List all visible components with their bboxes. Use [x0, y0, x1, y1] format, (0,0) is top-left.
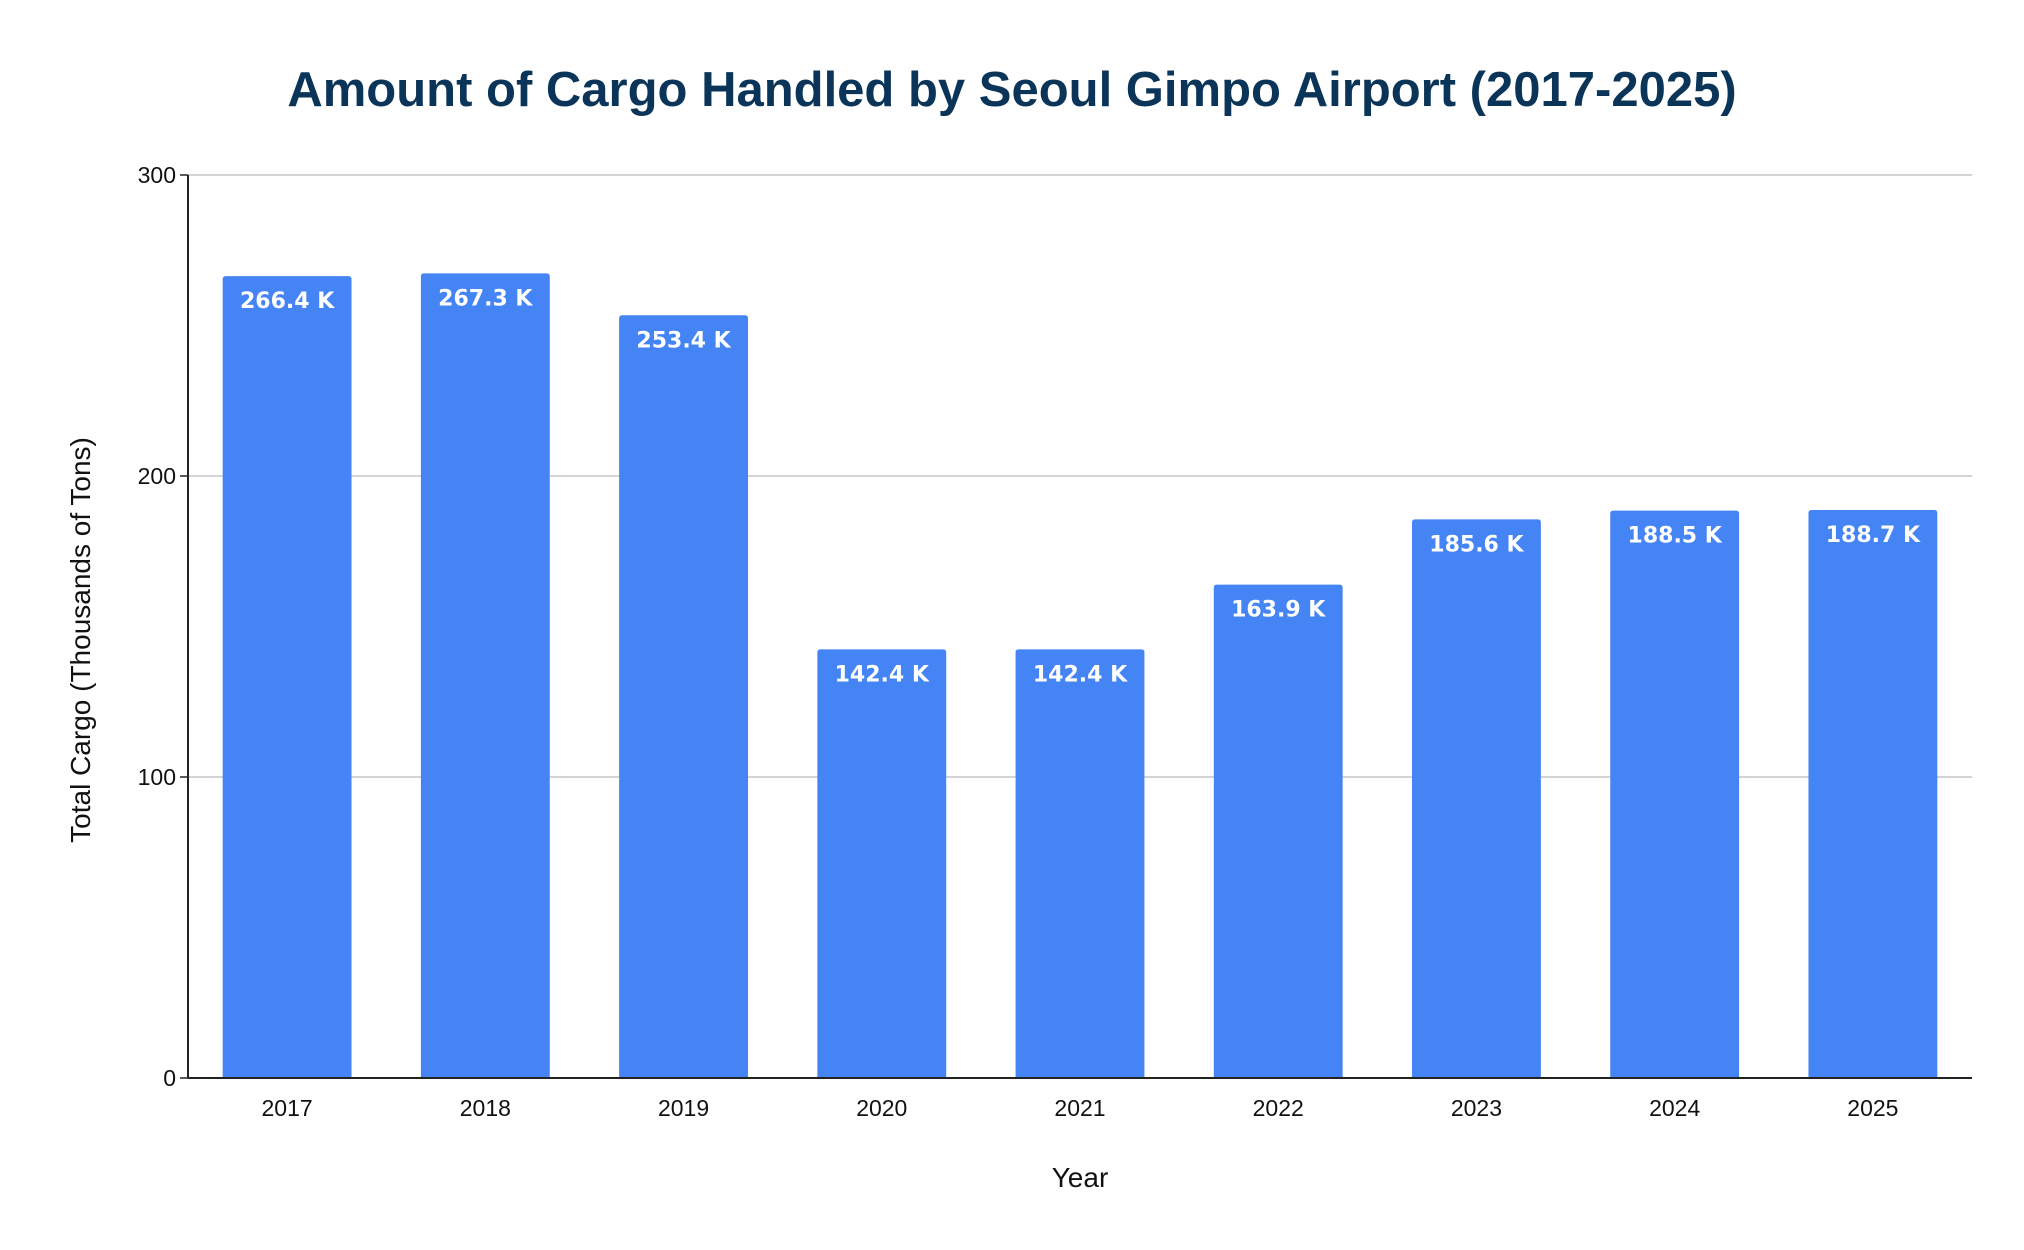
data-label-2020: 142.4 K [835, 662, 930, 687]
data-label-2024: 188.5 K [1628, 524, 1723, 549]
data-labels: 266.4 K 267.3 K 253.4 K 142.4 K 142.4 K 163.9… [240, 286, 1921, 687]
x-tick-label-2020: 2020 [856, 1095, 907, 1121]
x-tick-label-2022: 2022 [1253, 1095, 1304, 1121]
x-axis-title: Year [1052, 1162, 1109, 1193]
x-tick-label-2017: 2017 [262, 1095, 313, 1121]
data-label-2021: 142.4 K [1033, 662, 1128, 687]
y-tick-label: 200 [138, 463, 176, 489]
data-label-2017: 266.4 K [240, 289, 335, 314]
x-axis-ticks: 2017 2018 2019 2020 2021 2022 2023 2024 2025 [262, 1095, 1899, 1121]
x-tick-label-2018: 2018 [460, 1095, 511, 1121]
data-label-2023: 185.6 K [1429, 532, 1524, 557]
data-label-2022: 163.9 K [1231, 598, 1326, 623]
x-tick-label-2023: 2023 [1451, 1095, 1502, 1121]
x-tick-label-2019: 2019 [658, 1095, 709, 1121]
chart-title: Amount of Cargo Handled by Seoul Gimpo A… [287, 63, 1736, 117]
y-tick-label: 0 [163, 1065, 176, 1091]
data-label-2019: 253.4 K [636, 328, 731, 353]
data-label-2018: 267.3 K [438, 286, 533, 311]
bar-2019 [619, 315, 748, 1078]
x-tick-label-2024: 2024 [1649, 1095, 1700, 1121]
bar-2018 [420, 273, 550, 1078]
y-tick-label: 100 [138, 764, 176, 790]
bar-2024 [1610, 510, 1740, 1078]
y-tick-label: 300 [138, 162, 176, 188]
bar-2025 [1808, 510, 1938, 1078]
bar-2017 [222, 276, 352, 1078]
y-axis-title: Total Cargo (Thousands of Tons) [65, 437, 96, 843]
bar-2022 [1213, 584, 1343, 1078]
bars [222, 273, 1938, 1078]
bar-2021 [1015, 649, 1145, 1078]
x-tick-label-2025: 2025 [1847, 1095, 1898, 1121]
x-tick-label-2021: 2021 [1054, 1095, 1105, 1121]
y-axis-ticks: 0 100 200 300 [138, 162, 188, 1091]
data-label-2025: 188.7 K [1826, 523, 1921, 548]
bar-2023 [1412, 519, 1541, 1078]
bar-2020 [817, 649, 947, 1078]
